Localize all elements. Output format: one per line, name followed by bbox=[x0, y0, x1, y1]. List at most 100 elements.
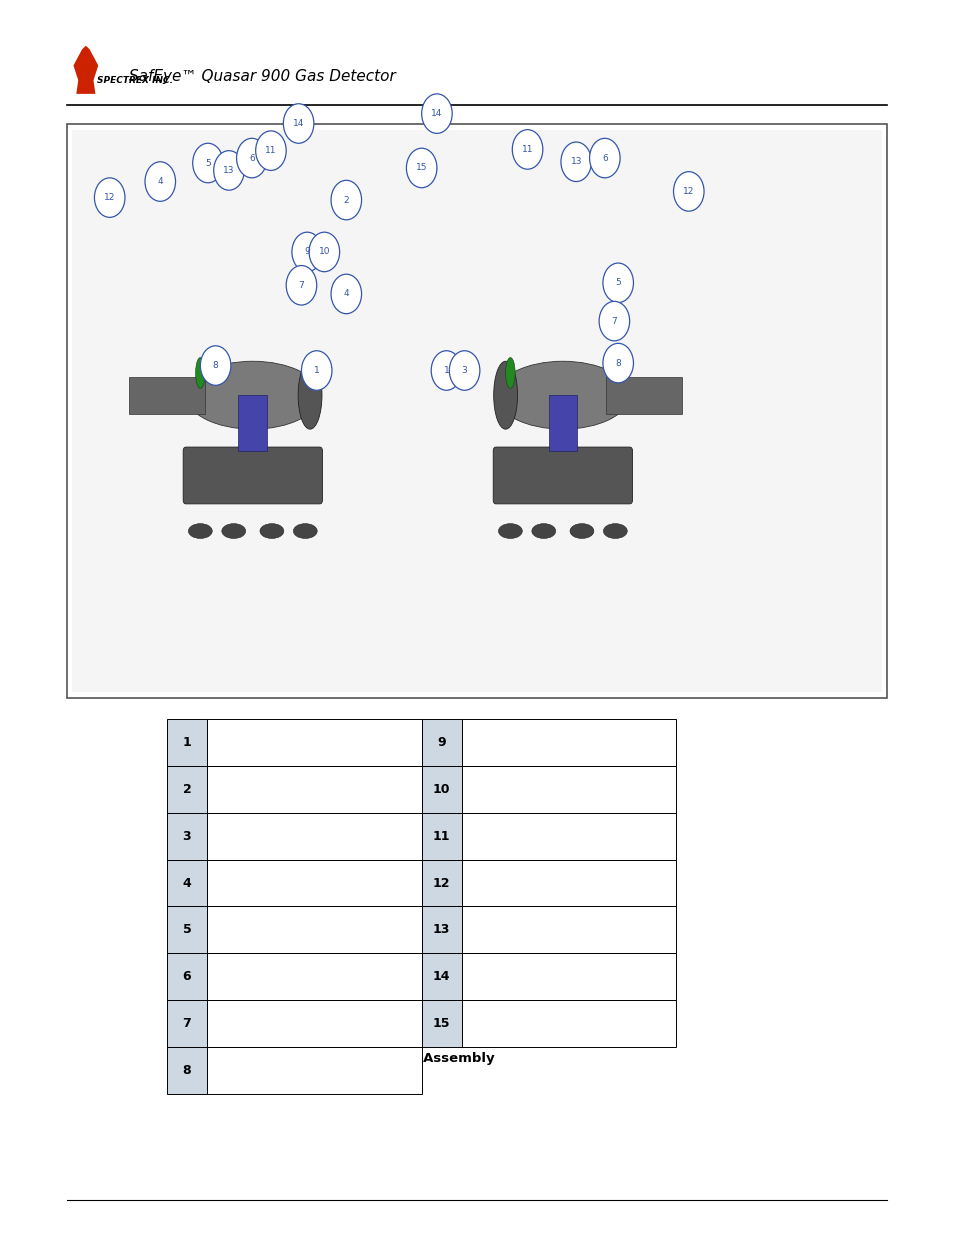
Circle shape bbox=[421, 94, 452, 133]
Text: 4: 4 bbox=[343, 289, 349, 299]
Circle shape bbox=[193, 143, 223, 183]
Bar bbox=[461, 860, 676, 906]
Text: 8: 8 bbox=[615, 358, 620, 368]
Text: 4: 4 bbox=[157, 177, 163, 186]
Bar bbox=[167, 766, 207, 813]
Ellipse shape bbox=[195, 358, 205, 388]
Circle shape bbox=[94, 178, 125, 217]
Circle shape bbox=[602, 343, 633, 383]
Ellipse shape bbox=[221, 524, 246, 538]
Text: 14: 14 bbox=[431, 109, 442, 119]
Bar bbox=[207, 813, 421, 860]
Text: 13: 13 bbox=[570, 157, 581, 167]
Text: 11: 11 bbox=[265, 146, 276, 156]
Bar bbox=[167, 719, 207, 766]
Text: 12: 12 bbox=[104, 193, 115, 203]
Bar bbox=[207, 1000, 421, 1047]
Text: 1: 1 bbox=[314, 366, 319, 375]
Ellipse shape bbox=[505, 358, 515, 388]
Ellipse shape bbox=[531, 524, 555, 538]
Text: 11: 11 bbox=[433, 830, 450, 842]
Text: 3: 3 bbox=[461, 366, 467, 375]
Text: SafEye™ Quasar 900 Gas Detector: SafEye™ Quasar 900 Gas Detector bbox=[129, 69, 395, 84]
Text: 15: 15 bbox=[433, 1018, 450, 1030]
Bar bbox=[207, 906, 421, 953]
Text: 10: 10 bbox=[433, 783, 450, 795]
Bar bbox=[421, 719, 461, 766]
Ellipse shape bbox=[570, 524, 593, 538]
Text: 8: 8 bbox=[182, 1065, 192, 1077]
FancyBboxPatch shape bbox=[493, 447, 632, 504]
Circle shape bbox=[449, 351, 479, 390]
Bar bbox=[167, 813, 207, 860]
Ellipse shape bbox=[259, 524, 284, 538]
Text: 7: 7 bbox=[611, 316, 617, 326]
Text: 11: 11 bbox=[521, 144, 533, 154]
Text: 14: 14 bbox=[293, 119, 304, 128]
Bar bbox=[167, 1047, 207, 1094]
Text: 3: 3 bbox=[182, 830, 192, 842]
Bar bbox=[461, 719, 676, 766]
Text: 2: 2 bbox=[343, 195, 349, 205]
Circle shape bbox=[602, 263, 633, 303]
Text: 8: 8 bbox=[213, 361, 218, 370]
Bar bbox=[421, 766, 461, 813]
Circle shape bbox=[673, 172, 703, 211]
Circle shape bbox=[213, 151, 244, 190]
Bar bbox=[421, 813, 461, 860]
Text: 6: 6 bbox=[182, 971, 192, 983]
Bar bbox=[421, 860, 461, 906]
Text: 5: 5 bbox=[205, 158, 211, 168]
Ellipse shape bbox=[497, 524, 521, 538]
Text: Figure 5: Detector and Tilt Mount Assembly: Figure 5: Detector and Tilt Mount Assemb… bbox=[167, 1052, 494, 1066]
Polygon shape bbox=[73, 46, 98, 94]
Circle shape bbox=[255, 131, 286, 170]
Bar bbox=[167, 860, 207, 906]
Bar bbox=[421, 953, 461, 1000]
Text: 5: 5 bbox=[615, 278, 620, 288]
Circle shape bbox=[406, 148, 436, 188]
Bar bbox=[129, 377, 205, 414]
Text: 9: 9 bbox=[304, 247, 310, 257]
Bar bbox=[71, 130, 882, 692]
Text: SPECTREX INC.: SPECTREX INC. bbox=[97, 75, 173, 85]
Text: 5: 5 bbox=[182, 924, 192, 936]
Circle shape bbox=[283, 104, 314, 143]
Text: 10: 10 bbox=[318, 247, 330, 257]
Text: 15: 15 bbox=[416, 163, 427, 173]
Bar bbox=[67, 124, 886, 698]
Circle shape bbox=[598, 301, 629, 341]
Text: 1: 1 bbox=[182, 736, 192, 748]
Bar bbox=[167, 953, 207, 1000]
Circle shape bbox=[145, 162, 175, 201]
Circle shape bbox=[292, 232, 322, 272]
Circle shape bbox=[331, 180, 361, 220]
Bar bbox=[461, 906, 676, 953]
Bar bbox=[421, 906, 461, 953]
Text: 13: 13 bbox=[433, 924, 450, 936]
Bar bbox=[207, 860, 421, 906]
Bar bbox=[461, 813, 676, 860]
Circle shape bbox=[431, 351, 461, 390]
Text: 9: 9 bbox=[436, 736, 446, 748]
Bar bbox=[461, 766, 676, 813]
Bar bbox=[461, 1000, 676, 1047]
Ellipse shape bbox=[186, 361, 319, 429]
Ellipse shape bbox=[602, 524, 626, 538]
Circle shape bbox=[331, 274, 361, 314]
Text: 14: 14 bbox=[433, 971, 450, 983]
Ellipse shape bbox=[297, 361, 321, 429]
Circle shape bbox=[512, 130, 542, 169]
Bar bbox=[207, 766, 421, 813]
Text: 2: 2 bbox=[182, 783, 192, 795]
Text: 13: 13 bbox=[223, 165, 234, 175]
Text: 12: 12 bbox=[433, 877, 450, 889]
Text: 4: 4 bbox=[182, 877, 192, 889]
Bar bbox=[421, 1000, 461, 1047]
Bar bbox=[548, 395, 577, 451]
Bar bbox=[461, 953, 676, 1000]
Bar bbox=[605, 377, 681, 414]
Text: 12: 12 bbox=[682, 186, 694, 196]
Ellipse shape bbox=[494, 361, 517, 429]
FancyBboxPatch shape bbox=[183, 447, 322, 504]
